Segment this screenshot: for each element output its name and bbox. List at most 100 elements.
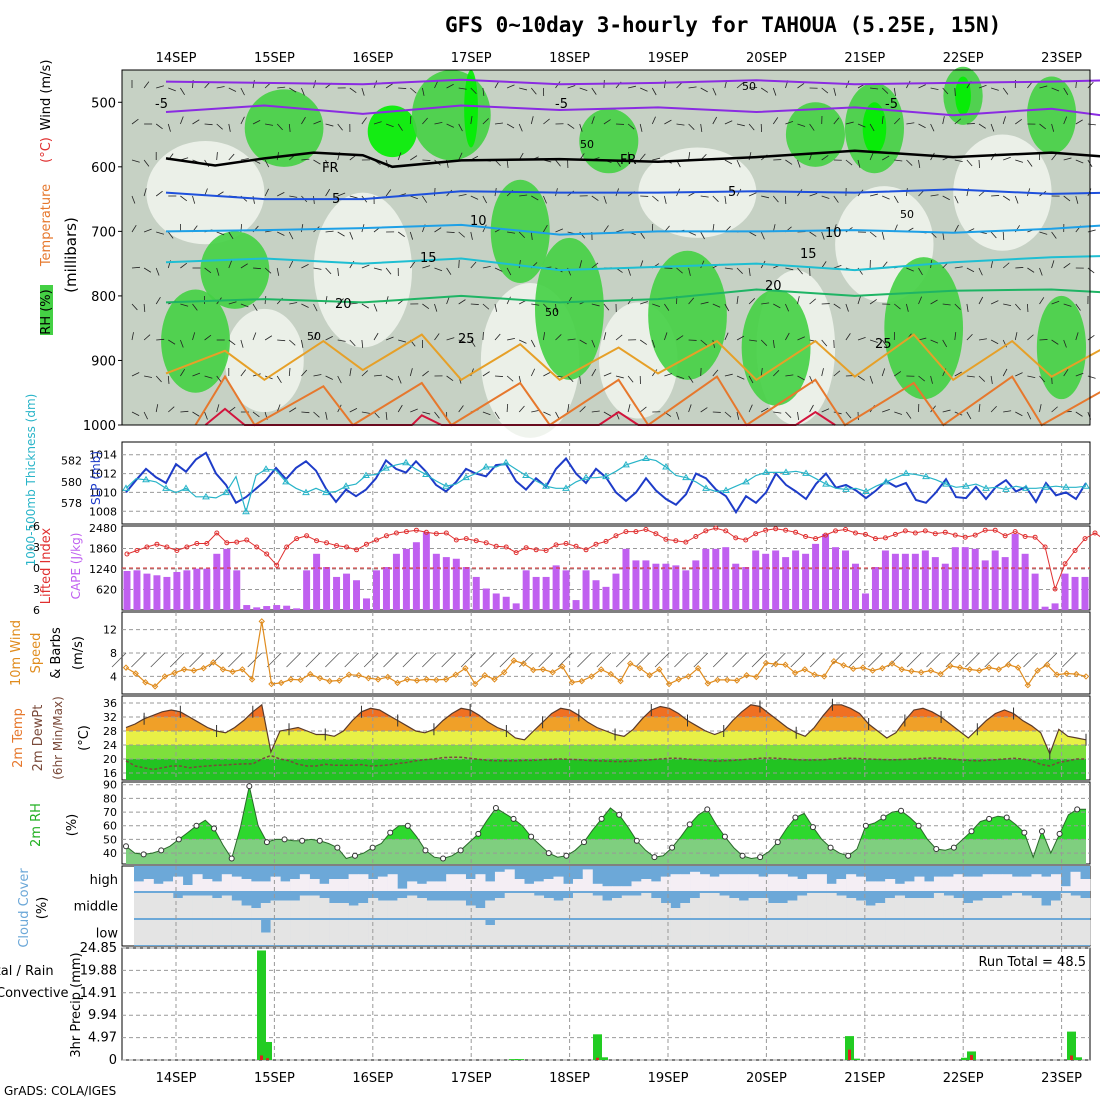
- wind-barb: [1027, 375, 1036, 379]
- wind-barb: [276, 375, 282, 383]
- rh-marker: [809, 824, 816, 831]
- wind-barb: [385, 267, 392, 275]
- wind-barb: [990, 260, 994, 269]
- cloud-gap: [563, 898, 574, 918]
- isotherm--5b: [165, 104, 1100, 117]
- thickness-marker: [1042, 483, 1050, 490]
- wind-speed-marker: [850, 665, 857, 673]
- wind-barb: [228, 260, 233, 269]
- wind-barb: [676, 123, 685, 126]
- wind-barb: [264, 267, 272, 274]
- wind-barb: [506, 267, 512, 276]
- isotherm-5: [165, 188, 1100, 201]
- li-marker: [783, 527, 789, 533]
- wind-barb: [482, 224, 487, 233]
- cape-bar: [622, 548, 630, 610]
- cloud-gap: [407, 895, 418, 918]
- wind-speed-marker: [384, 673, 392, 681]
- rh-marker: [915, 822, 922, 829]
- wind-barb: [651, 116, 656, 125]
- wind-barb: [150, 652, 166, 668]
- wind-barb: [760, 231, 765, 240]
- cloud-gap: [280, 920, 291, 945]
- wind-barb: [772, 195, 779, 203]
- wind-speed-marker: [559, 663, 566, 670]
- wind-speed-marker: [297, 676, 304, 684]
- wind-barb: [930, 123, 935, 132]
- cloud-gap: [280, 900, 291, 918]
- wind-speed-marker: [762, 659, 770, 667]
- cape-bar: [462, 567, 470, 610]
- wind-barb: [422, 117, 428, 125]
- wind-speed-marker: [171, 669, 178, 677]
- precip-convective-bar: [596, 1057, 599, 1060]
- cloud-gap: [1002, 895, 1013, 918]
- wind-speed-marker: [908, 667, 915, 675]
- cloud-gap: [436, 881, 447, 891]
- cloud-gap: [543, 920, 554, 945]
- wind-barb: [700, 195, 709, 198]
- credit-label: GrADS: COLA/IGES: [4, 1084, 116, 1098]
- wind-barb: [301, 339, 304, 348]
- cloud-gap: [992, 874, 1003, 891]
- wind-barb: [990, 405, 997, 413]
- rh-high-region: [464, 70, 478, 148]
- wind-barb: [868, 652, 883, 668]
- cape-bar: [662, 563, 670, 610]
- cloud-gap: [504, 920, 515, 945]
- wind-barb: [156, 231, 165, 235]
- wind-barb: [555, 159, 561, 167]
- wind-speed-marker: [239, 666, 246, 673]
- wind-barb: [240, 339, 244, 348]
- temp-tick-label: 16: [103, 767, 117, 780]
- wind-speed-line: [125, 621, 1087, 688]
- rh-marker: [986, 815, 993, 822]
- wind-barb: [809, 404, 814, 413]
- cloud-gap: [290, 920, 301, 945]
- li-marker: [583, 547, 589, 553]
- wind-barb: [724, 195, 727, 204]
- precip-tick-label: 19.88: [80, 963, 117, 978]
- isotherm-20: [165, 288, 1100, 304]
- cape-bar: [542, 576, 550, 610]
- wind-barb: [131, 411, 140, 416]
- wind-barb: [325, 411, 328, 420]
- wind-barb: [628, 85, 636, 89]
- wind-barb: [313, 411, 320, 418]
- cloud-gap: [963, 876, 974, 891]
- cape-bar: [333, 576, 341, 610]
- wind-barb: [1027, 159, 1033, 167]
- thickness-marker: [842, 485, 850, 492]
- wind-barb: [180, 303, 189, 307]
- wind-barb: [821, 408, 830, 413]
- isotherm--5: [165, 78, 1100, 86]
- cloud-gap: [953, 920, 964, 945]
- wind-barb: [204, 375, 213, 379]
- wind-barb: [966, 411, 972, 420]
- li-marker: [803, 534, 809, 539]
- wind-barb: [337, 375, 342, 384]
- li-marker: [902, 528, 908, 534]
- wind-speed-marker: [830, 657, 838, 665]
- wind-barb: [785, 411, 792, 418]
- cape-bar: [183, 570, 191, 610]
- wind-barb: [760, 87, 769, 93]
- wind-barb: [555, 303, 557, 312]
- wind-barb: [361, 117, 367, 125]
- slp-panel-frame: [121, 441, 1091, 525]
- cloud-gap: [182, 920, 193, 945]
- rh-marker: [440, 855, 447, 862]
- wind-barb: [942, 339, 948, 348]
- wind-barb: [797, 375, 805, 381]
- cloud-gap: [494, 920, 505, 945]
- wind-barb: [397, 152, 402, 161]
- cloud-gap: [738, 920, 749, 945]
- wind-barb: [543, 118, 550, 125]
- rh-marker: [651, 854, 658, 861]
- wind-barb: [1051, 406, 1058, 413]
- li-marker: [1092, 530, 1098, 536]
- wind-barb: [325, 375, 333, 380]
- cloud-gap: [446, 900, 457, 918]
- cloud-gap: [904, 920, 915, 945]
- li-marker: [433, 531, 439, 537]
